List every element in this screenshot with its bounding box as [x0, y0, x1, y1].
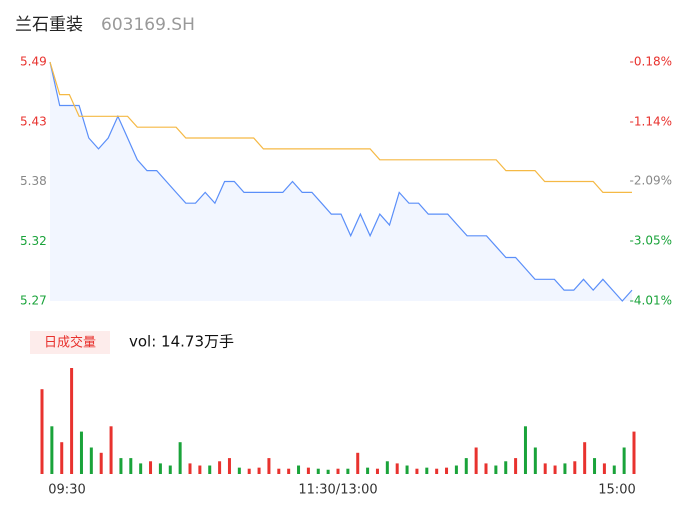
volume-bar [375, 468, 379, 474]
volume-bar [99, 452, 103, 474]
volume-bar [60, 442, 64, 474]
volume-bar [484, 463, 488, 474]
volume-bar [593, 458, 597, 474]
volume-badge [30, 331, 110, 354]
x-tick-label: 11:30/13:00 [298, 483, 377, 498]
y-tick-label: 5.38 [20, 174, 47, 188]
y2-tick-label: -2.09% [630, 174, 672, 188]
volume-bar [198, 465, 202, 474]
volume-bar [139, 463, 143, 474]
volume-bar [188, 463, 192, 474]
volume-bar [208, 465, 212, 474]
volume-bar [445, 467, 449, 474]
volume-bar [563, 463, 567, 474]
volume-bar [178, 442, 182, 474]
stock-code: 603169.SH [101, 15, 195, 35]
volume-bar [385, 461, 389, 474]
y-tick-label: 5.43 [20, 114, 47, 128]
volume-bar [50, 426, 54, 474]
volume-bar [494, 465, 498, 474]
y2-tick-label: -0.18% [630, 55, 672, 69]
volume-bar [40, 389, 44, 474]
volume-bar [543, 463, 547, 474]
volume-bar [356, 452, 360, 474]
volume-bar [514, 458, 518, 474]
volume-bar [267, 458, 271, 474]
avg-line [49, 61, 632, 193]
volume-bar [168, 465, 172, 474]
volume-bar [464, 458, 468, 474]
volume-bar [287, 468, 291, 474]
y-tick-label: 5.49 [20, 55, 47, 69]
volume-bar [237, 467, 241, 474]
volume-bar [405, 465, 409, 474]
volume-bar [158, 463, 162, 474]
volume-bar [336, 468, 340, 474]
price-line [49, 61, 633, 302]
volume-bar [119, 458, 123, 474]
stock-name: 兰石重装 [15, 15, 83, 35]
volume-bar [129, 458, 133, 474]
y2-tick-label: -3.05% [630, 234, 672, 248]
volume-bar [533, 447, 537, 474]
y2-tick-label: -4.01% [630, 294, 672, 308]
volume-bar [247, 468, 251, 474]
volume-bar [523, 426, 527, 474]
volume-bar [454, 465, 458, 474]
volume-bar [218, 461, 222, 474]
volume-bar [316, 468, 320, 474]
volume-bar [415, 468, 419, 474]
volume-bar [632, 431, 636, 474]
volume-bar [504, 461, 508, 474]
volume-bar [622, 447, 626, 474]
y2-tick-label: -1.14% [630, 114, 672, 128]
volume-bar [425, 467, 429, 474]
volume-bar [612, 465, 616, 474]
volume-title: 日成交量 [44, 335, 96, 351]
volume-bar [227, 458, 231, 474]
y-tick-label: 5.27 [20, 294, 47, 308]
volume-bar [79, 431, 83, 474]
volume-bar [89, 447, 93, 474]
volume-bar [277, 468, 281, 474]
volume-bar [474, 447, 478, 474]
volume-bar [326, 469, 330, 474]
volume-bar [553, 465, 557, 474]
volume-bar [306, 467, 310, 474]
volume-bar [395, 463, 399, 474]
volume-bar [435, 468, 439, 474]
volume-bar [583, 442, 587, 474]
volume-bar [149, 461, 153, 474]
volume-bar [297, 465, 301, 474]
volume-bar [109, 426, 113, 474]
volume-bar [346, 468, 350, 474]
x-tick-label: 09:30 [48, 483, 85, 498]
volume-bar [257, 467, 261, 474]
y-tick-label: 5.32 [20, 234, 47, 248]
volume-bar [70, 368, 74, 474]
volume-bar [573, 461, 577, 474]
volume-bar [366, 467, 370, 474]
x-tick-label: 15:00 [598, 483, 635, 498]
volume-bar [602, 463, 606, 474]
volume-total: vol: 14.73万手 [129, 333, 234, 351]
price-area [50, 62, 632, 301]
